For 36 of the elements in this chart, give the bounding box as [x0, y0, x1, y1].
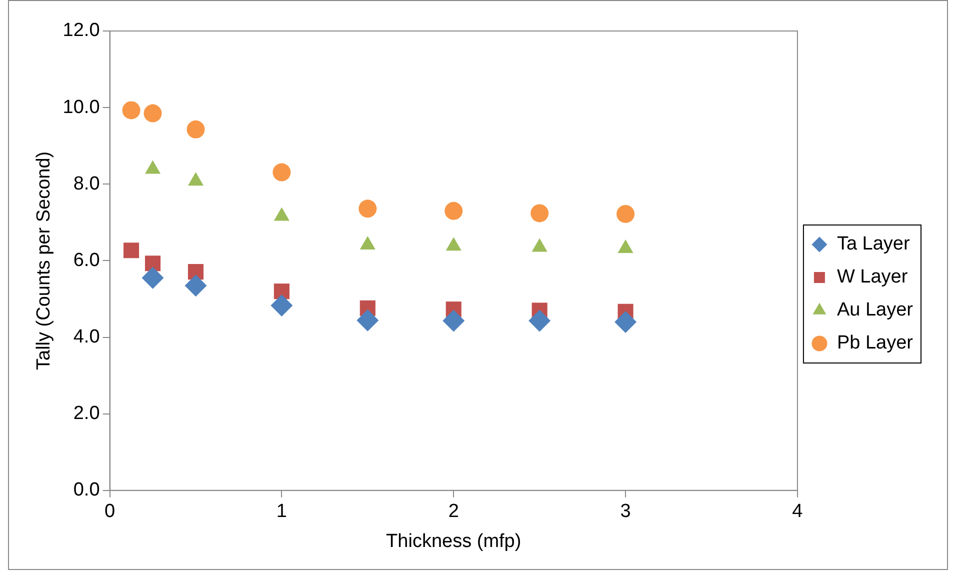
point — [528, 310, 551, 332]
x-tick-label: 4 — [792, 501, 804, 522]
point — [272, 163, 291, 182]
legend-label: Ta Layer — [836, 234, 910, 255]
point — [358, 200, 377, 218]
legend-label: Au Layer — [836, 300, 914, 321]
point — [614, 310, 637, 333]
x-tick-label: 1 — [276, 501, 287, 522]
point — [123, 242, 140, 258]
point — [184, 274, 207, 297]
y-tick-label: 6.0 — [73, 250, 100, 271]
point — [142, 266, 164, 289]
y-axis-title: Tally (Counts per Second) — [34, 151, 55, 370]
y-tick-label: 0.0 — [73, 480, 100, 501]
x-tick-label: 2 — [448, 501, 459, 522]
point — [144, 104, 162, 122]
point — [274, 284, 290, 300]
legend-label: W Layer — [836, 266, 908, 288]
point — [616, 204, 635, 223]
legend-label: Pb Layer — [836, 332, 914, 354]
point — [356, 309, 379, 332]
point — [530, 204, 549, 222]
x-tick-label: 0 — [104, 501, 116, 522]
point — [444, 202, 463, 220]
y-tick-label: 4.0 — [73, 326, 100, 348]
x-tick-label: 3 — [620, 501, 631, 522]
point — [144, 256, 161, 272]
y-tick-label: 8.0 — [73, 173, 100, 194]
point — [122, 101, 140, 120]
point — [442, 310, 465, 332]
point — [270, 294, 293, 316]
y-tick-label: 10.0 — [62, 96, 100, 118]
y-tick-label: 2.0 — [73, 403, 100, 424]
x-axis-title: Thickness (mfp) — [386, 530, 522, 552]
y-tick-label: 12.0 — [62, 20, 100, 42]
point — [186, 120, 205, 138]
